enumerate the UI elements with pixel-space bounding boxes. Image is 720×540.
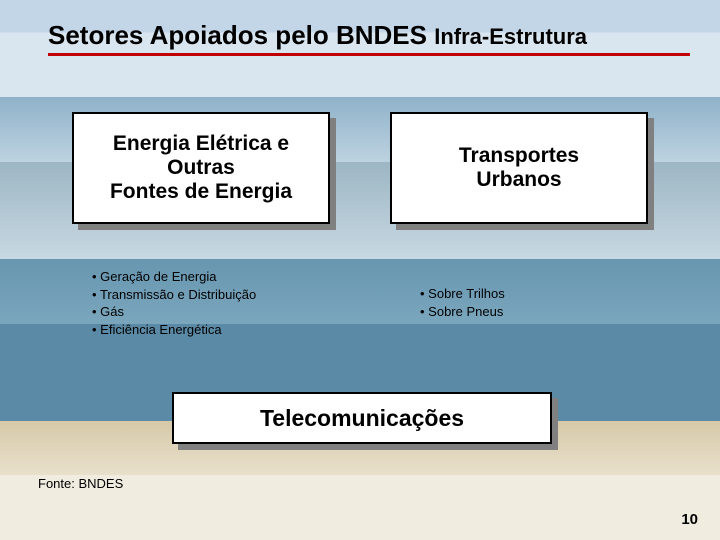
bullets-energy: Geração de Energia Transmissão e Distrib… — [92, 268, 256, 338]
bullet-energy-1: Transmissão e Distribuição — [92, 286, 256, 304]
box-telecom: Telecomunicações — [172, 392, 552, 444]
title-main: Setores Apoiados pelo BNDES — [48, 20, 427, 50]
bullets-transport: Sobre Trilhos Sobre Pneus — [420, 285, 505, 320]
box-transport: Transportes Urbanos — [390, 112, 648, 224]
title-underline — [48, 53, 690, 56]
box-energy-line2: Outras — [167, 156, 235, 179]
bullet-transport-1: Sobre Pneus — [420, 303, 505, 321]
box-energy: Energia Elétrica e Outras Fontes de Ener… — [72, 112, 330, 224]
box-telecom-content: Telecomunicações — [174, 394, 550, 442]
box-energy-line1: Energia Elétrica e — [113, 132, 289, 155]
box-transport-content: Transportes Urbanos — [392, 114, 646, 222]
bullet-transport-0: Sobre Trilhos — [420, 285, 505, 303]
bullet-energy-0: Geração de Energia — [92, 268, 256, 286]
bullet-energy-2: Gás — [92, 303, 256, 321]
box-energy-heading: Energia Elétrica e Outras Fontes de Ener… — [110, 132, 292, 204]
source-label: Fonte: BNDES — [38, 476, 123, 491]
box-energy-line3: Fontes de Energia — [110, 180, 292, 203]
box-transport-line1: Transportes — [459, 144, 579, 167]
bullet-energy-3: Eficiência Energética — [92, 321, 256, 339]
box-telecom-heading: Telecomunicações — [260, 405, 464, 431]
slide: Setores Apoiados pelo BNDES Infra-Estrut… — [0, 0, 720, 540]
box-transport-line2: Urbanos — [476, 168, 561, 191]
title-block: Setores Apoiados pelo BNDES Infra-Estrut… — [48, 20, 690, 56]
box-energy-content: Energia Elétrica e Outras Fontes de Ener… — [74, 114, 328, 222]
slide-title: Setores Apoiados pelo BNDES Infra-Estrut… — [48, 20, 690, 51]
box-transport-heading: Transportes Urbanos — [459, 144, 579, 192]
title-sub: Infra-Estrutura — [434, 24, 587, 49]
page-number: 10 — [681, 511, 698, 528]
